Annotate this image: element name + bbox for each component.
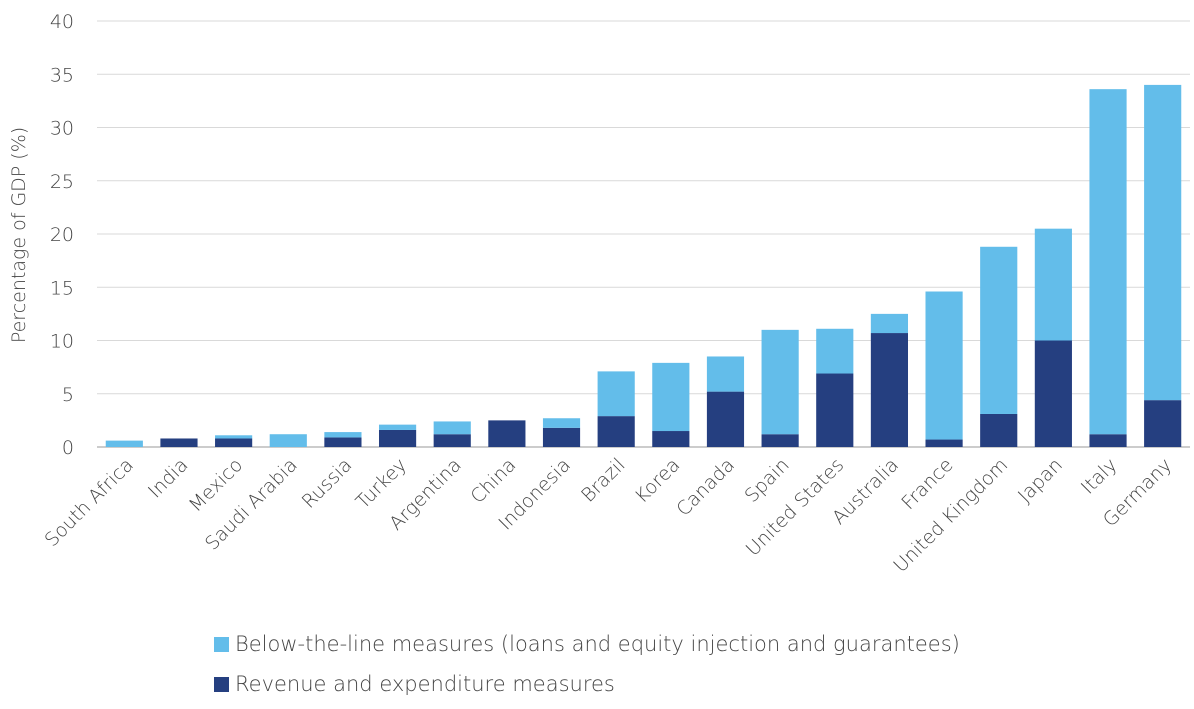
bar-below-the-line-south-africa [105,440,143,447]
legend-swatch-revenue-expenditure [214,676,229,692]
x-tick-label: Russia [298,454,357,513]
legend-item-below-the-line: Below-the-line measures (loans and equit… [214,624,960,664]
bar-below-the-line-argentina [433,421,471,435]
bar-revenue-expenditure-turkey [378,429,417,447]
bar-revenue-expenditure-korea [652,431,690,447]
bar-revenue-expenditure-japan [1034,340,1072,447]
bar-below-the-line-united-kingdom [980,246,1018,414]
bar-revenue-expenditure-australia [870,333,909,447]
bar-below-the-line-spain [761,329,799,435]
bar-revenue-expenditure-germany [1144,400,1182,447]
x-tick-label: Korea [631,454,685,508]
y-tick-label: 40 [50,11,74,33]
y-axis-ticks: 0 5 10 15 20 25 30 35 40 [50,11,74,459]
bar-revenue-expenditure-italy [1089,434,1127,447]
legend-label-below-the-line: Below-the-line measures (loans and equit… [235,632,960,656]
bar-below-the-line-brazil [597,371,635,417]
y-tick-label: 10 [50,331,74,353]
x-tick-label: Canada [672,454,739,521]
bar-below-the-line-australia [870,313,909,334]
bar-revenue-expenditure-russia [324,437,362,447]
bar-revenue-expenditure-india [160,438,198,447]
bar-below-the-line-germany [1144,84,1182,401]
y-tick-label: 20 [50,224,74,246]
bar-below-the-line-japan [1034,228,1072,341]
bar-below-the-line-mexico [215,435,253,439]
bars [105,84,1182,447]
bar-revenue-expenditure-united-kingdom [980,413,1018,447]
x-tick-label: United States [742,454,849,561]
bar-below-the-line-united-states [816,328,854,374]
y-tick-label: 30 [50,118,74,140]
bar-revenue-expenditure-brazil [597,416,635,447]
x-tick-label: Italy [1077,454,1122,499]
bar-revenue-expenditure-indonesia [542,427,581,447]
gridlines [97,20,1190,448]
bar-revenue-expenditure-china [488,420,526,447]
x-tick-label: Japan [1014,454,1067,507]
bar-revenue-expenditure-mexico [215,438,253,447]
bar-revenue-expenditure-france [925,439,963,447]
x-tick-label: Brazil [577,454,630,507]
bar-below-the-line-france [925,291,963,440]
x-tick-label: South Africa [41,454,138,551]
x-tick-label: India [144,454,193,503]
legend-swatch-below-the-line [214,636,229,652]
bar-below-the-line-saudi-arabia [269,434,307,447]
bar-below-the-line-canada [706,356,745,392]
y-axis-label: Percentage of GDP (%) [8,127,30,343]
y-tick-label: 25 [50,171,74,193]
legend-item-revenue-expenditure: Revenue and expenditure measures [214,664,960,704]
legend-label-revenue-expenditure: Revenue and expenditure measures [235,672,615,696]
bar-below-the-line-korea [652,362,690,432]
bar-below-the-line-turkey [378,424,417,430]
bar-revenue-expenditure-argentina [433,434,471,447]
y-tick-label: 0 [62,437,74,459]
bar-below-the-line-russia [324,432,362,438]
legend: Below-the-line measures (loans and equit… [214,624,960,704]
bar-revenue-expenditure-spain [761,434,799,447]
bar-below-the-line-italy [1089,89,1127,435]
y-tick-label: 35 [50,64,74,86]
y-tick-label: 5 [62,384,74,406]
bar-revenue-expenditure-canada [706,391,745,447]
x-tick-label: Spain [741,454,794,507]
bar-below-the-line-indonesia [542,418,581,428]
y-tick-label: 15 [50,277,74,299]
bar-revenue-expenditure-united-states [816,373,854,447]
